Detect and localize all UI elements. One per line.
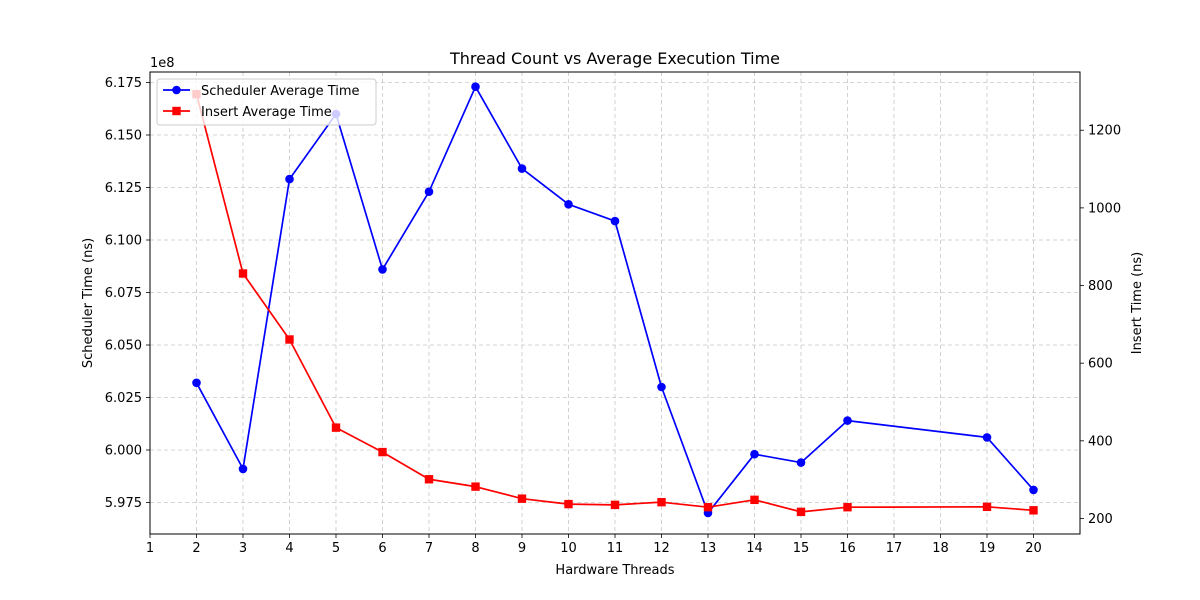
y-axis-left: 5.975 6.000 6.025 6.050 6.075 6.100 6.125 6.150… [105, 76, 150, 511]
data-point-insert [657, 497, 666, 507]
y-right-tick-label: 400 [1088, 434, 1113, 449]
data-point-insert [703, 503, 713, 512]
data-point-scheduler [1029, 485, 1038, 495]
data-point-scheduler [192, 378, 201, 388]
y-left-tick-label: 6.075 [105, 286, 142, 301]
data-point-insert [796, 507, 806, 517]
legend-marker-insert [172, 106, 181, 116]
y-left-tick-label: 6.050 [105, 339, 142, 354]
y-left-tick-label: 6.025 [105, 391, 142, 406]
data-point-insert [610, 500, 620, 510]
x-tick-label: 18 [932, 541, 949, 556]
data-point-scheduler [517, 164, 527, 173]
data-point-scheduler [378, 265, 387, 274]
x-tick-label: 20 [1025, 541, 1042, 556]
x-tick-label: 16 [839, 541, 856, 556]
x-tick-label: 8 [471, 541, 479, 556]
y-axis-right-label: Insert Time (ns) [1130, 252, 1145, 355]
x-tick-label: 19 [979, 541, 996, 556]
x-tick-label: 3 [239, 541, 247, 556]
x-axis-label: Hardware Threads [555, 563, 674, 578]
data-point-scheduler [471, 82, 480, 91]
x-tick-label: 9 [518, 541, 526, 556]
x-tick-label: 2 [192, 541, 200, 556]
grid [149, 72, 1080, 534]
data-point-insert [750, 495, 759, 505]
y-left-tick-label: 6.100 [105, 234, 142, 249]
legend-label-scheduler: Scheduler Average Time [201, 84, 360, 99]
data-point-scheduler [796, 458, 806, 467]
x-tick-label: 12 [653, 541, 670, 556]
data-point-insert [1029, 506, 1038, 515]
y-left-tick-label: 5.975 [105, 496, 142, 511]
data-point-insert [238, 269, 248, 278]
y-left-tick-label: 6.125 [105, 181, 142, 196]
x-tick-label: 7 [425, 541, 433, 556]
data-point-scheduler [564, 200, 573, 209]
data-point-scheduler [982, 433, 992, 442]
data-point-scheduler [657, 382, 666, 392]
data-point-insert [843, 503, 852, 512]
data-point-scheduler [285, 174, 294, 184]
data-point-insert [424, 475, 434, 484]
x-tick-label: 10 [560, 541, 577, 556]
x-tick-label: 4 [285, 541, 293, 556]
x-tick-label: 13 [700, 541, 717, 556]
legend: Scheduler Average Time Insert Average Ti… [156, 78, 377, 126]
y-right-tick-label: 1000 [1088, 201, 1121, 216]
legend-box [156, 78, 377, 126]
y-axis-left-offset: 1e8 [150, 56, 175, 71]
data-point-insert [331, 423, 341, 432]
y-right-tick-label: 200 [1088, 512, 1113, 527]
y-axis-right: 200 400 600 800 1000 1200 [1080, 124, 1121, 527]
data-point-scheduler [750, 449, 759, 459]
x-tick-label: 1 [146, 541, 154, 556]
data-point-insert [471, 482, 480, 491]
x-tick-label: 14 [746, 541, 763, 556]
y-left-tick-label: 6.175 [105, 76, 142, 91]
data-point-scheduler [424, 187, 434, 196]
y-left-tick-label: 6.000 [105, 444, 142, 459]
data-point-scheduler [238, 464, 248, 474]
y-right-tick-label: 800 [1088, 279, 1113, 294]
data-point-insert [982, 502, 992, 512]
data-point-insert [517, 494, 527, 503]
chart-title: Thread Count vs Average Execution Time [449, 49, 780, 68]
data-point-scheduler [610, 216, 620, 226]
y-left-tick-label: 6.150 [105, 129, 142, 144]
legend-label-insert: Insert Average Time [201, 105, 332, 120]
plot-frame [149, 71, 1081, 535]
x-tick-label: 11 [607, 541, 624, 556]
y-right-tick-label: 1200 [1088, 124, 1121, 139]
x-tick-label: 5 [332, 541, 340, 556]
x-tick-label: 6 [378, 541, 386, 556]
data-point-insert [378, 447, 387, 457]
y-axis-left-label: Scheduler Time (ns) [81, 238, 96, 368]
legend-marker-scheduler [172, 85, 181, 95]
y-right-tick-label: 600 [1088, 357, 1113, 372]
x-tick-label: 15 [793, 541, 810, 556]
data-point-insert [285, 335, 294, 344]
x-tick-label: 17 [886, 541, 903, 556]
data-point-insert [564, 499, 573, 509]
data-point-scheduler [843, 416, 852, 425]
x-axis: 1 2 3 4 5 6 7 8 9 10 11 12 13 14 15 16 17 18 19 20 [146, 534, 1042, 556]
